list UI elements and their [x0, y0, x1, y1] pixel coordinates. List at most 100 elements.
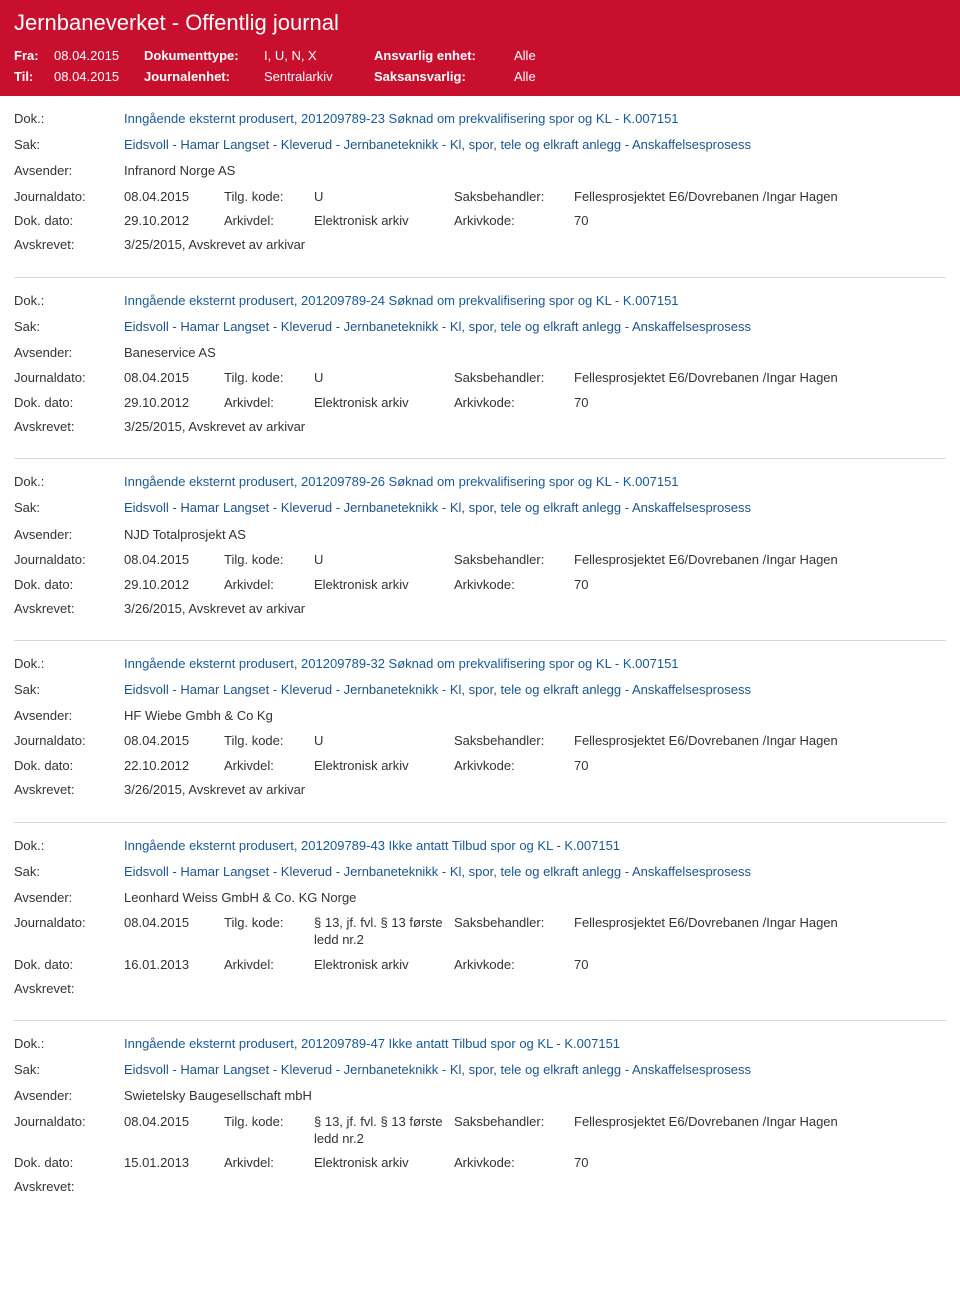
arkivkode-label: Arkivkode:: [454, 213, 574, 228]
til-value: 08.04.2015: [54, 69, 144, 84]
dok-value: Inngående eksternt produsert, 201209789-…: [124, 473, 679, 491]
meta-grid: Journaldato: 08.04.2015 Tilg. kode: § 13…: [14, 915, 946, 972]
arkivdel-value: Elektronisk arkiv: [314, 1155, 454, 1170]
tilgkode-value: U: [314, 370, 454, 387]
dok-row: Dok.: Inngående eksternt produsert, 2012…: [14, 110, 946, 128]
dok-label: Dok.:: [14, 837, 124, 855]
journaldato-label: Journaldato:: [14, 552, 124, 567]
sak-label: Sak:: [14, 136, 124, 154]
avsender-label: Avsender:: [14, 1087, 124, 1105]
tilgkode-value: § 13, jf. fvl. § 13 første ledd nr.2: [314, 915, 454, 949]
saksbehandler-value: Fellesprosjektet E6/Dovrebanen /Ingar Ha…: [574, 370, 946, 385]
sak-row: Sak: Eidsvoll - Hamar Langset - Kleverud…: [14, 136, 946, 154]
avskrevet-label: Avskrevet:: [14, 980, 124, 998]
meta-grid: Journaldato: 08.04.2015 Tilg. kode: § 13…: [14, 1114, 946, 1171]
avsender-row: Avsender: Leonhard Weiss GmbH & Co. KG N…: [14, 889, 946, 907]
til-label: Til:: [14, 69, 54, 84]
arkivkode-label: Arkivkode:: [454, 1155, 574, 1170]
saksbehandler-value: Fellesprosjektet E6/Dovrebanen /Ingar Ha…: [574, 733, 946, 748]
avskrevet-row: Avskrevet: 3/25/2015, Avskrevet av arkiv…: [14, 418, 946, 436]
dok-label: Dok.:: [14, 110, 124, 128]
ansvarlig-label: Ansvarlig enhet:: [374, 48, 514, 63]
meta-grid: Journaldato: 08.04.2015 Tilg. kode: U Sa…: [14, 733, 946, 773]
saksbehandler-label: Saksbehandler:: [454, 189, 574, 204]
avskrevet-value: 3/26/2015, Avskrevet av arkivar: [124, 600, 305, 618]
sak-value: Eidsvoll - Hamar Langset - Kleverud - Je…: [124, 499, 751, 517]
avskrevet-row: Avskrevet:: [14, 1178, 946, 1196]
arkivdel-label: Arkivdel:: [224, 213, 314, 228]
dokdato-label: Dok. dato:: [14, 213, 124, 228]
journal-entry: Dok.: Inngående eksternt produsert, 2012…: [14, 823, 946, 1022]
avsender-label: Avsender:: [14, 344, 124, 362]
avskrevet-value: 3/26/2015, Avskrevet av arkivar: [124, 781, 305, 799]
saksansvarlig-value: Alle: [514, 69, 714, 84]
arkivkode-value: 70: [574, 758, 946, 773]
avskrevet-label: Avskrevet:: [14, 236, 124, 254]
sak-row: Sak: Eidsvoll - Hamar Langset - Kleverud…: [14, 318, 946, 336]
journal-entry: Dok.: Inngående eksternt produsert, 2012…: [14, 459, 946, 641]
avskrevet-label: Avskrevet:: [14, 1178, 124, 1196]
journaldato-value: 08.04.2015: [124, 733, 224, 748]
dokdato-value: 29.10.2012: [124, 395, 224, 410]
sak-value: Eidsvoll - Hamar Langset - Kleverud - Je…: [124, 318, 751, 336]
meta-grid: Journaldato: 08.04.2015 Tilg. kode: U Sa…: [14, 552, 946, 592]
saksbehandler-label: Saksbehandler:: [454, 370, 574, 385]
avsender-row: Avsender: Swietelsky Baugesellschaft mbH: [14, 1087, 946, 1105]
arkivkode-value: 70: [574, 1155, 946, 1170]
arkivkode-value: 70: [574, 577, 946, 592]
arkivdel-value: Elektronisk arkiv: [314, 213, 454, 228]
avskrevet-row: Avskrevet:: [14, 980, 946, 998]
dok-label: Dok.:: [14, 655, 124, 673]
journaldato-label: Journaldato:: [14, 370, 124, 385]
arkivkode-value: 70: [574, 957, 946, 972]
dokdato-value: 16.01.2013: [124, 957, 224, 972]
meta-grid: Journaldato: 08.04.2015 Tilg. kode: U Sa…: [14, 189, 946, 229]
dok-value: Inngående eksternt produsert, 201209789-…: [124, 110, 679, 128]
tilgkode-label: Tilg. kode:: [224, 915, 314, 930]
journaldato-value: 08.04.2015: [124, 915, 224, 930]
fra-label: Fra:: [14, 48, 54, 63]
arkivkode-label: Arkivkode:: [454, 395, 574, 410]
arkivkode-label: Arkivkode:: [454, 577, 574, 592]
dok-value: Inngående eksternt produsert, 201209789-…: [124, 292, 679, 310]
header-title: Jernbaneverket - Offentlig journal: [14, 10, 946, 36]
avskrevet-value: 3/25/2015, Avskrevet av arkivar: [124, 236, 305, 254]
tilgkode-label: Tilg. kode:: [224, 733, 314, 748]
dokdato-label: Dok. dato:: [14, 957, 124, 972]
avsender-value: Infranord Norge AS: [124, 162, 235, 180]
avsender-value: Leonhard Weiss GmbH & Co. KG Norge: [124, 889, 356, 907]
arkivkode-label: Arkivkode:: [454, 758, 574, 773]
journaldato-label: Journaldato:: [14, 1114, 124, 1129]
arkivdel-value: Elektronisk arkiv: [314, 758, 454, 773]
avsender-value: Swietelsky Baugesellschaft mbH: [124, 1087, 312, 1105]
dok-row: Dok.: Inngående eksternt produsert, 2012…: [14, 1035, 946, 1053]
arkivdel-label: Arkivdel:: [224, 1155, 314, 1170]
arkivkode-value: 70: [574, 213, 946, 228]
saksbehandler-label: Saksbehandler:: [454, 733, 574, 748]
sak-row: Sak: Eidsvoll - Hamar Langset - Kleverud…: [14, 499, 946, 517]
tilgkode-label: Tilg. kode:: [224, 189, 314, 204]
avskrevet-label: Avskrevet:: [14, 781, 124, 799]
dokdato-label: Dok. dato:: [14, 758, 124, 773]
dokdato-value: 29.10.2012: [124, 577, 224, 592]
arkivkode-label: Arkivkode:: [454, 957, 574, 972]
tilgkode-value: § 13, jf. fvl. § 13 første ledd nr.2: [314, 1114, 454, 1148]
dok-label: Dok.:: [14, 473, 124, 491]
avskrevet-row: Avskrevet: 3/25/2015, Avskrevet av arkiv…: [14, 236, 946, 254]
saksansvarlig-label: Saksansvarlig:: [374, 69, 514, 84]
avsender-label: Avsender:: [14, 889, 124, 907]
journaldato-label: Journaldato:: [14, 915, 124, 930]
saksbehandler-value: Fellesprosjektet E6/Dovrebanen /Ingar Ha…: [574, 189, 946, 204]
sak-label: Sak:: [14, 681, 124, 699]
journalenhet-label: Journalenhet:: [144, 69, 264, 84]
avsender-value: NJD Totalprosjekt AS: [124, 526, 246, 544]
avskrevet-label: Avskrevet:: [14, 600, 124, 618]
dok-row: Dok.: Inngående eksternt produsert, 2012…: [14, 292, 946, 310]
arkivdel-value: Elektronisk arkiv: [314, 395, 454, 410]
saksbehandler-label: Saksbehandler:: [454, 1114, 574, 1129]
journal-entry: Dok.: Inngående eksternt produsert, 2012…: [14, 278, 946, 460]
tilgkode-label: Tilg. kode:: [224, 552, 314, 567]
dok-label: Dok.:: [14, 292, 124, 310]
sak-label: Sak:: [14, 499, 124, 517]
dokdato-label: Dok. dato:: [14, 577, 124, 592]
